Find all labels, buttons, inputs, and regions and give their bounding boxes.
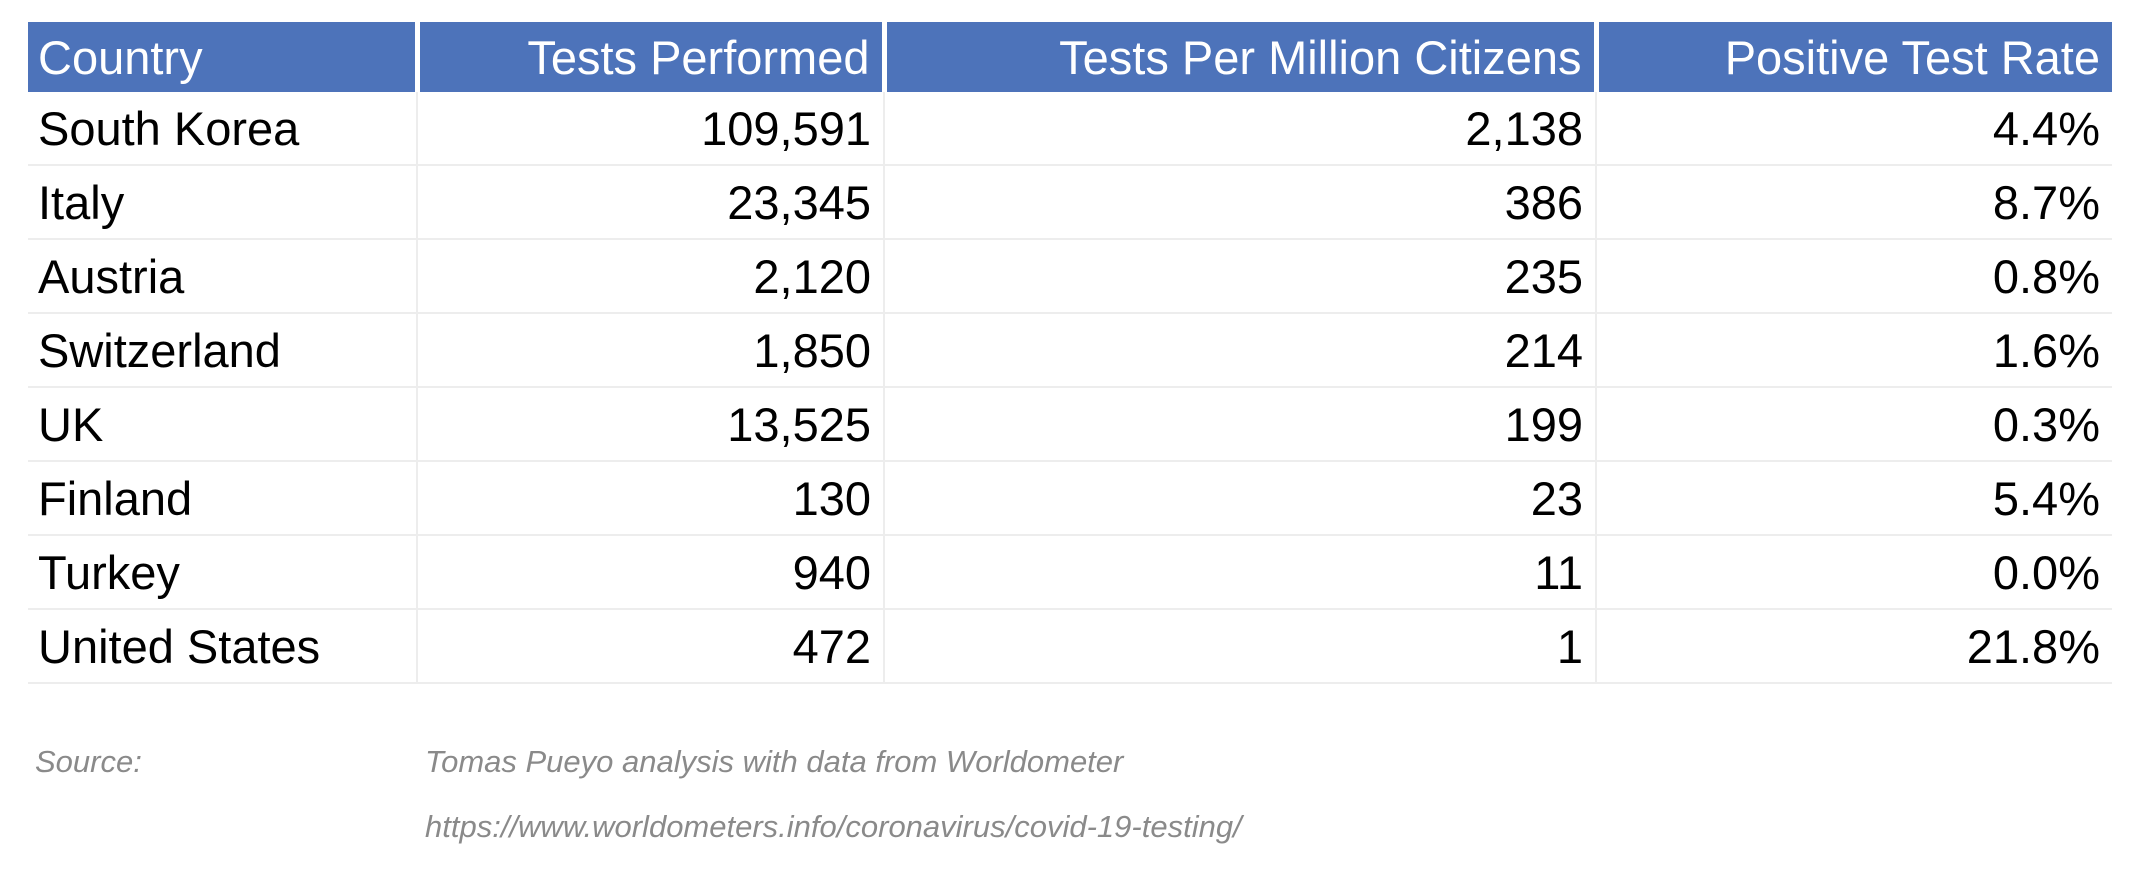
- table-row: Turkey 940 11 0.0%: [28, 535, 2112, 610]
- cell-country: Switzerland: [28, 313, 418, 388]
- table-row: UK 13,525 199 0.3%: [28, 387, 2112, 462]
- source-block: Tomas Pueyo analysis with data from Worl…: [425, 744, 1242, 874]
- cell-positive-rate: 8.7%: [1596, 165, 2112, 240]
- cell-country: UK: [28, 387, 418, 462]
- cell-tests-performed: 130: [417, 461, 885, 536]
- cell-tests-per-million: 2,138: [884, 92, 1597, 166]
- table-row: Austria 2,120 235 0.8%: [28, 239, 2112, 314]
- table-row: South Korea 109,591 2,138 4.4%: [28, 92, 2112, 166]
- table-row: Italy 23,345 386 8.7%: [28, 165, 2112, 240]
- table-row: United States 472 1 21.8%: [28, 609, 2112, 684]
- col-header-tests-performed: Tests Performed: [417, 22, 887, 92]
- cell-tests-per-million: 386: [884, 165, 1597, 240]
- cell-positive-rate: 0.0%: [1596, 535, 2112, 610]
- cell-tests-performed: 109,591: [417, 92, 885, 166]
- table-row: Finland 130 23 5.4%: [28, 461, 2112, 536]
- cell-tests-per-million: 199: [884, 387, 1597, 462]
- cell-tests-per-million: 214: [884, 313, 1597, 388]
- cell-positive-rate: 1.6%: [1596, 313, 2112, 388]
- testing-table: Country Tests Performed Tests Per Millio…: [28, 22, 2112, 684]
- cell-country: Turkey: [28, 535, 418, 610]
- cell-tests-performed: 472: [417, 609, 885, 684]
- cell-positive-rate: 4.4%: [1596, 92, 2112, 166]
- cell-tests-performed: 940: [417, 535, 885, 610]
- table-body: South Korea 109,591 2,138 4.4% Italy 23,345 38…: [28, 92, 2112, 684]
- source-label: Source:: [35, 744, 142, 779]
- cell-positive-rate: 0.3%: [1596, 387, 2112, 462]
- col-header-positive-rate: Positive Test Rate: [1596, 22, 2112, 92]
- cell-tests-per-million: 23: [884, 461, 1597, 536]
- cell-country: United States: [28, 609, 418, 684]
- cell-country: South Korea: [28, 92, 418, 166]
- cell-positive-rate: 21.8%: [1596, 609, 2112, 684]
- cell-tests-performed: 23,345: [417, 165, 885, 240]
- cell-positive-rate: 5.4%: [1596, 461, 2112, 536]
- source-url: https://www.worldometers.info/coronaviru…: [425, 809, 1242, 844]
- cell-tests-performed: 1,850: [417, 313, 885, 388]
- cell-tests-per-million: 1: [884, 609, 1597, 684]
- col-header-tests-per-million: Tests Per Million Citizens: [884, 22, 1599, 92]
- cell-tests-per-million: 235: [884, 239, 1597, 314]
- header-row: Country Tests Performed Tests Per Millio…: [28, 22, 2112, 92]
- source-attribution: Tomas Pueyo analysis with data from Worl…: [425, 744, 1124, 779]
- table-row: Switzerland 1,850 214 1.6%: [28, 313, 2112, 388]
- cell-tests-per-million: 11: [884, 535, 1597, 610]
- cell-tests-performed: 13,525: [417, 387, 885, 462]
- cell-positive-rate: 0.8%: [1596, 239, 2112, 314]
- col-header-country: Country: [28, 22, 420, 92]
- cell-country: Italy: [28, 165, 418, 240]
- cell-country: Finland: [28, 461, 418, 536]
- cell-country: Austria: [28, 239, 418, 314]
- cell-tests-performed: 2,120: [417, 239, 885, 314]
